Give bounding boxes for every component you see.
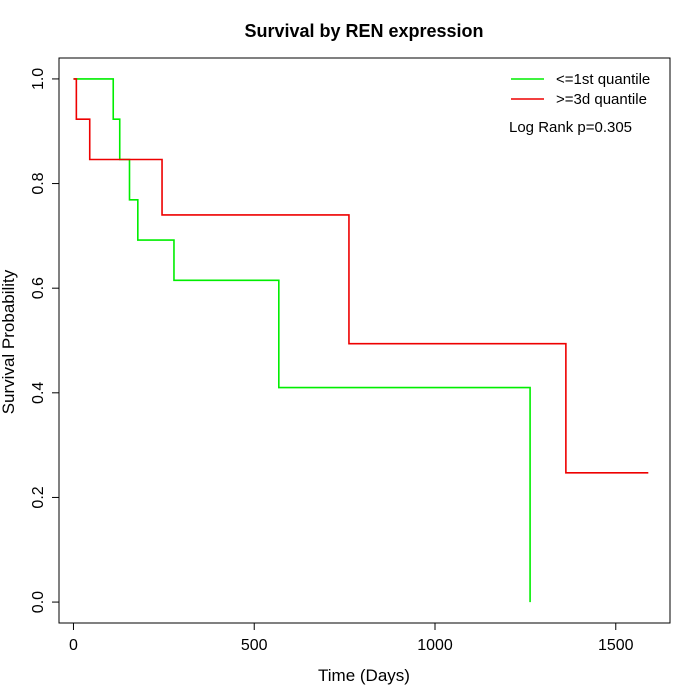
series-line-0 bbox=[73, 78, 531, 603]
y-tick-label: 1.0 bbox=[30, 68, 47, 90]
y-axis-label: Survival Probability bbox=[0, 269, 18, 414]
y-tick-label: 0.4 bbox=[30, 382, 47, 404]
x-axis: 0 500 1000 1500 bbox=[69, 623, 634, 654]
y-tick-label: 0.8 bbox=[30, 172, 47, 194]
series-line-1 bbox=[73, 78, 649, 474]
x-tick-label: 1000 bbox=[417, 637, 453, 654]
x-axis-label: Time (Days) bbox=[318, 666, 410, 685]
legend-label-1: >=3d quantile bbox=[556, 91, 647, 108]
log-rank-annotation: Log Rank p=0.305 bbox=[509, 119, 632, 136]
x-tick-label: 500 bbox=[241, 637, 268, 654]
plot-frame bbox=[58, 57, 671, 624]
x-tick-label: 1500 bbox=[598, 637, 634, 654]
x-tick-label: 0 bbox=[69, 637, 78, 654]
y-tick-label: 0.0 bbox=[30, 591, 47, 613]
y-tick-label: 0.2 bbox=[30, 486, 47, 508]
legend-label-0: <=1st quantile bbox=[556, 71, 650, 88]
series-layer bbox=[73, 78, 649, 603]
y-axis: 0.0 0.2 0.4 0.6 0.8 1.0 bbox=[30, 68, 59, 613]
y-tick-label: 0.6 bbox=[30, 277, 47, 299]
chart-title: Survival by REN expression bbox=[244, 21, 483, 41]
legend: <=1st quantile >=3d quantile bbox=[511, 71, 650, 108]
